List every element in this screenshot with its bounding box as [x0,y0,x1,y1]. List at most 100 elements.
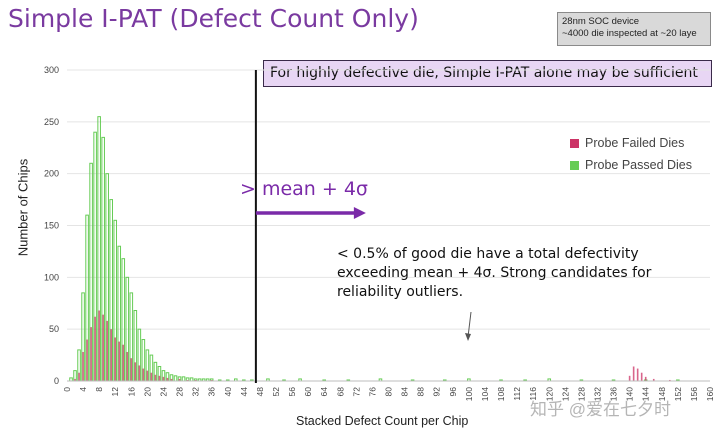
y-tick-label: 50 [49,324,59,334]
bar-failed [122,344,125,381]
bar-failed [142,368,145,381]
bar-failed [82,351,84,381]
y-tick-label: 0 [54,376,59,386]
bar-failed [150,372,153,381]
bar-failed [652,378,655,381]
bar-failed [94,316,96,381]
y-tick-label: 200 [44,169,59,179]
x-tick-label: 60 [303,387,313,397]
bar-failed [162,376,165,381]
bar-failed [74,378,76,381]
x-tick-label: 136 [609,387,619,401]
bar-failed [78,372,80,381]
bar-failed [126,351,129,381]
callout-box: For highly defective die, Simple I-PAT a… [263,60,712,87]
x-axis-label: Stacked Defect Count per Chip [296,414,469,428]
bar-passed [173,375,178,382]
x-tick-label: 48 [255,387,265,397]
annotation-note: < 0.5% of good die have a total defectiv… [337,246,652,300]
legend-item-passed: Probe Passed Dies [570,154,692,176]
x-tick-label: 100 [464,387,474,401]
bar-passed [181,376,186,382]
x-tick-label: 140 [625,387,635,401]
bar-failed [640,372,643,381]
x-tick-label: 4 [78,387,88,392]
note-pointer-head [465,333,471,341]
x-tick-label: 128 [576,387,586,401]
y-tick-label: 150 [44,221,59,231]
bar-failed [118,341,121,381]
x-tick-label: 80 [384,387,394,397]
legend-swatch-passed [570,160,579,170]
x-tick-label: 12 [110,387,120,397]
bar-failed [130,358,133,381]
x-tick-label: 152 [673,387,683,401]
note-pointer-shaft [467,311,472,338]
bar-failed [628,375,631,381]
bar-failed [178,378,181,381]
x-tick-label: 52 [271,387,281,397]
chart-title: Simple I-PAT (Defect Count Only) [8,4,419,33]
x-tick-label: 72 [351,387,361,397]
bar-failed [636,368,639,381]
y-tick-label: 250 [44,117,59,127]
bar-failed [134,362,137,381]
legend-item-failed: Probe Failed Dies [570,132,692,154]
x-tick-label: 108 [496,387,506,401]
bar-failed [114,337,117,381]
x-tick-label: 88 [416,387,426,397]
x-tick-label: 148 [657,387,667,401]
x-tick-label: 28 [175,387,185,397]
x-tick-label: 0 [62,387,72,392]
bar-failed [106,320,108,381]
bar-failed [146,370,149,381]
bar-failed [632,366,635,381]
x-tick-label: 24 [158,387,168,397]
x-tick-label: 112 [512,387,522,401]
x-tick-label: 56 [287,387,297,397]
x-tick-label: 68 [335,387,345,397]
bar-failed [669,379,671,381]
x-tick-label: 32 [191,387,201,397]
x-tick-label: 40 [223,387,233,397]
x-tick-label: 8 [94,387,104,392]
bar-failed [86,339,88,381]
x-tick-label: 20 [142,387,152,397]
x-tick-label: 132 [592,387,602,401]
info-line-2: ~4000 die inspected at ~20 laye [562,28,697,39]
threshold-arrow-head [353,207,366,219]
bar-failed [210,379,213,381]
bar-failed [644,376,647,381]
bar-failed [138,365,141,381]
x-tick-label: 36 [207,387,217,397]
y-axis-label: Number of Chips [15,158,31,257]
legend-label-failed: Probe Failed Dies [585,136,685,150]
info-line-1: 28nm SOC device [562,16,640,27]
x-tick-label: 120 [544,387,554,401]
legend-swatch-failed [570,138,579,148]
x-tick-label: 64 [319,387,329,397]
bar-failed [194,379,197,381]
bar-failed [158,375,161,381]
x-tick-label: 160 [705,387,715,401]
x-tick-label: 44 [239,387,249,397]
x-tick-label: 104 [480,387,490,401]
bar-failed [98,310,100,381]
x-tick-label: 124 [560,387,570,401]
bar-failed [186,379,189,381]
x-tick-label: 116 [528,387,538,401]
y-tick-label: 100 [44,272,59,282]
x-tick-label: 16 [126,387,136,397]
bar-failed [166,377,169,381]
x-tick-label: 92 [432,387,442,397]
bar-failed [154,374,157,381]
bar-failed [170,378,173,381]
x-tick-label: 76 [367,387,377,397]
legend: Probe Failed Dies Probe Passed Dies [570,132,692,176]
bar-failed [102,314,104,381]
x-tick-label: 156 [689,387,699,401]
watermark: 知乎 @爱在七夕时 [530,400,671,419]
x-tick-label: 144 [641,387,651,401]
threshold-label: > mean + 4σ [240,178,368,200]
